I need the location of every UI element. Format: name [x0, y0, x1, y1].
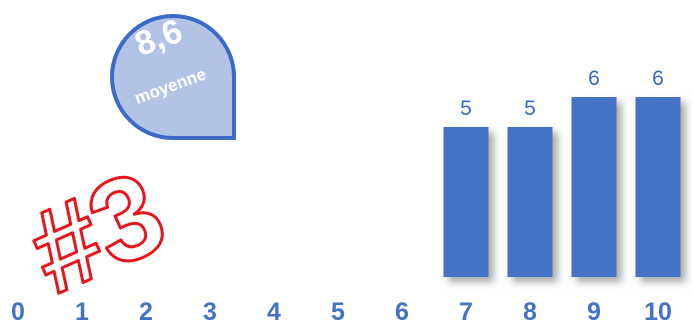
x-tick-label: 4	[267, 298, 281, 326]
bar-data-label: 5	[460, 97, 472, 120]
bar-data-label: 6	[652, 67, 664, 90]
bar-data-label: 6	[588, 67, 600, 90]
x-tick-label: 1	[75, 298, 89, 326]
x-tick-label: 10	[644, 298, 672, 326]
bar	[507, 127, 553, 277]
rank-text: #3	[10, 146, 184, 320]
x-tick-label: 6	[395, 298, 409, 326]
x-tick-label: 3	[203, 298, 217, 326]
x-tick-label: 9	[587, 298, 601, 326]
bar	[635, 97, 681, 277]
average-badge	[110, 14, 236, 140]
x-tick-label: 2	[139, 298, 153, 326]
x-tick-label: 7	[459, 298, 473, 326]
bar	[443, 127, 489, 277]
x-tick-label: 5	[331, 298, 345, 326]
rank-hashtag: #3	[8, 144, 185, 321]
x-tick-label: 8	[523, 298, 537, 326]
x-tick-label: 0	[11, 298, 25, 326]
bar-data-label: 5	[524, 97, 536, 120]
bar	[571, 97, 617, 277]
